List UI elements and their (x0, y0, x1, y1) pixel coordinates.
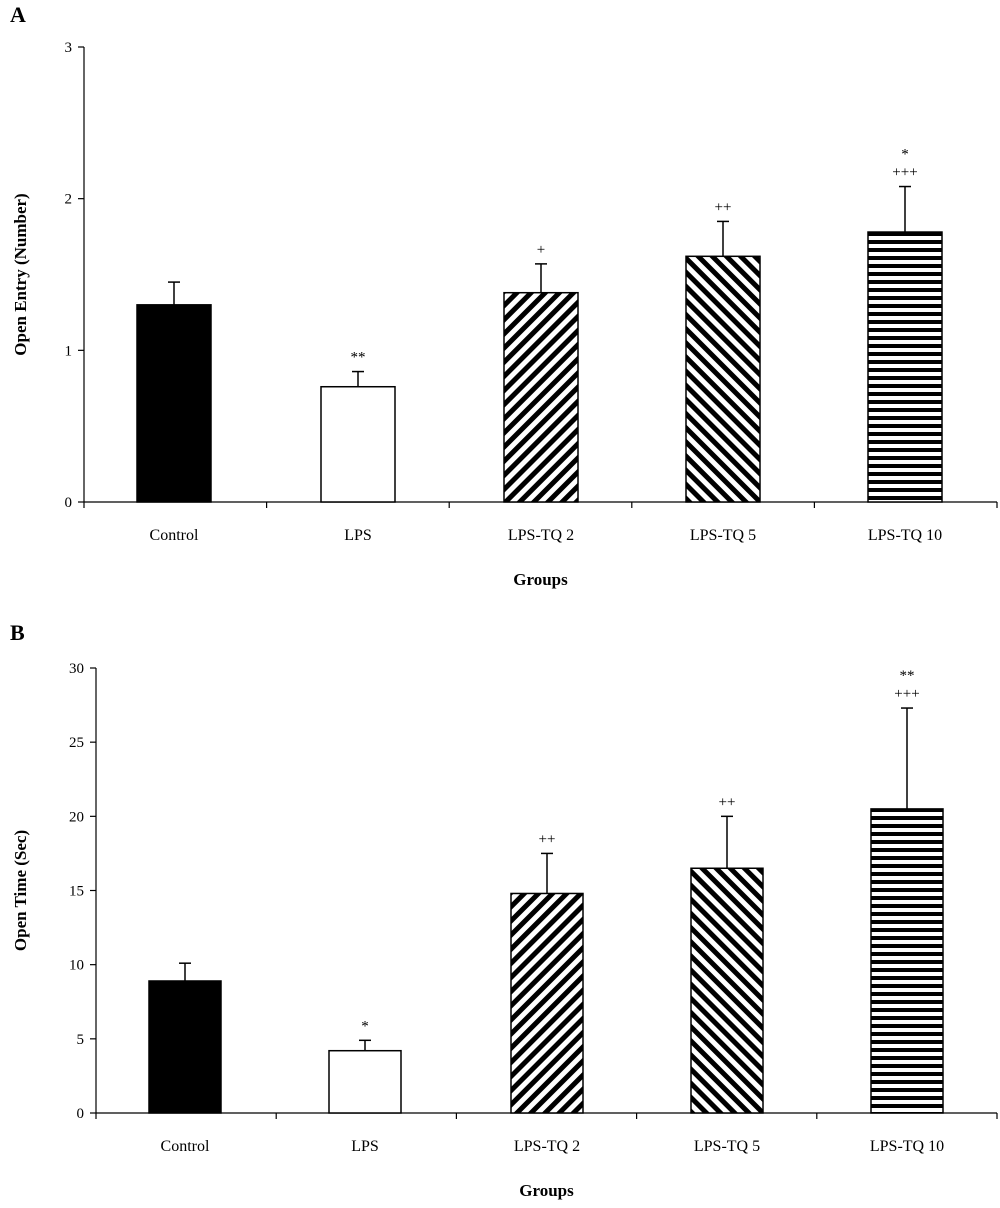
significance-label: +++ (894, 686, 919, 702)
y-tick-label: 20 (69, 809, 84, 825)
panel-letter: A (10, 2, 26, 27)
bar-lps-tq-5 (685, 255, 761, 503)
bar-lps-tq-2 (510, 892, 584, 1114)
y-tick-label: 1 (65, 343, 73, 359)
x-tick-label: LPS-TQ 2 (514, 1138, 580, 1155)
significance-label: + (537, 242, 545, 258)
significance-label: ++ (715, 199, 732, 215)
y-tick-label: 5 (77, 1032, 85, 1048)
panel-b: B 0 5 10 15 20 25 30 Control * LPS ++ LPS-TQ 2 ++ LPS-… (10, 620, 998, 1200)
y-tick-label: 0 (77, 1106, 85, 1122)
significance-label: ** (900, 668, 915, 684)
bar-lps-tq-10 (867, 231, 943, 503)
x-tick-label: Control (161, 1138, 210, 1155)
significance-label: ++ (719, 794, 736, 810)
x-tick-label: LPS-TQ 10 (868, 527, 942, 544)
panel-letter: B (10, 620, 25, 645)
bar-lps-tq-2 (503, 291, 579, 503)
bar-lps-tq-5 (690, 867, 764, 1114)
bar-control (136, 304, 212, 503)
y-axis-title: Open Time (Sec) (11, 830, 30, 951)
bar-lps (328, 1049, 402, 1114)
significance-label: +++ (892, 165, 917, 181)
y-tick-label: 2 (65, 192, 73, 208)
x-tick-label: LPS-TQ 5 (694, 1138, 760, 1155)
x-tick-label: Control (150, 527, 199, 544)
bar-lps-tq-10 (870, 808, 944, 1114)
panel-a: A 0 1 2 3 Control ** LPS + LPS-TQ 2 ++ LPS-TQ 5 * +++… (10, 2, 998, 589)
y-tick-label: 10 (69, 958, 84, 974)
x-tick-label: LPS (351, 1138, 379, 1155)
significance-label: ** (351, 350, 366, 366)
y-tick-label: 0 (65, 495, 73, 511)
bar-control (148, 980, 222, 1114)
y-tick-label: 30 (69, 661, 84, 677)
x-axis-title: Groups (519, 1181, 574, 1200)
y-tick-label: 25 (69, 735, 84, 751)
significance-label: * (901, 147, 909, 163)
x-tick-label: LPS (344, 527, 372, 544)
significance-label: ++ (539, 831, 556, 847)
x-tick-label: LPS-TQ 10 (870, 1138, 944, 1155)
x-tick-label: LPS-TQ 5 (690, 527, 756, 544)
bar-lps (320, 385, 396, 503)
y-axis-title: Open Entry (Number) (11, 193, 30, 355)
significance-label: * (361, 1018, 369, 1034)
x-axis-title: Groups (513, 570, 568, 589)
y-tick-label: 15 (69, 884, 84, 900)
y-tick-label: 3 (65, 40, 73, 56)
x-tick-label: LPS-TQ 2 (508, 527, 574, 544)
